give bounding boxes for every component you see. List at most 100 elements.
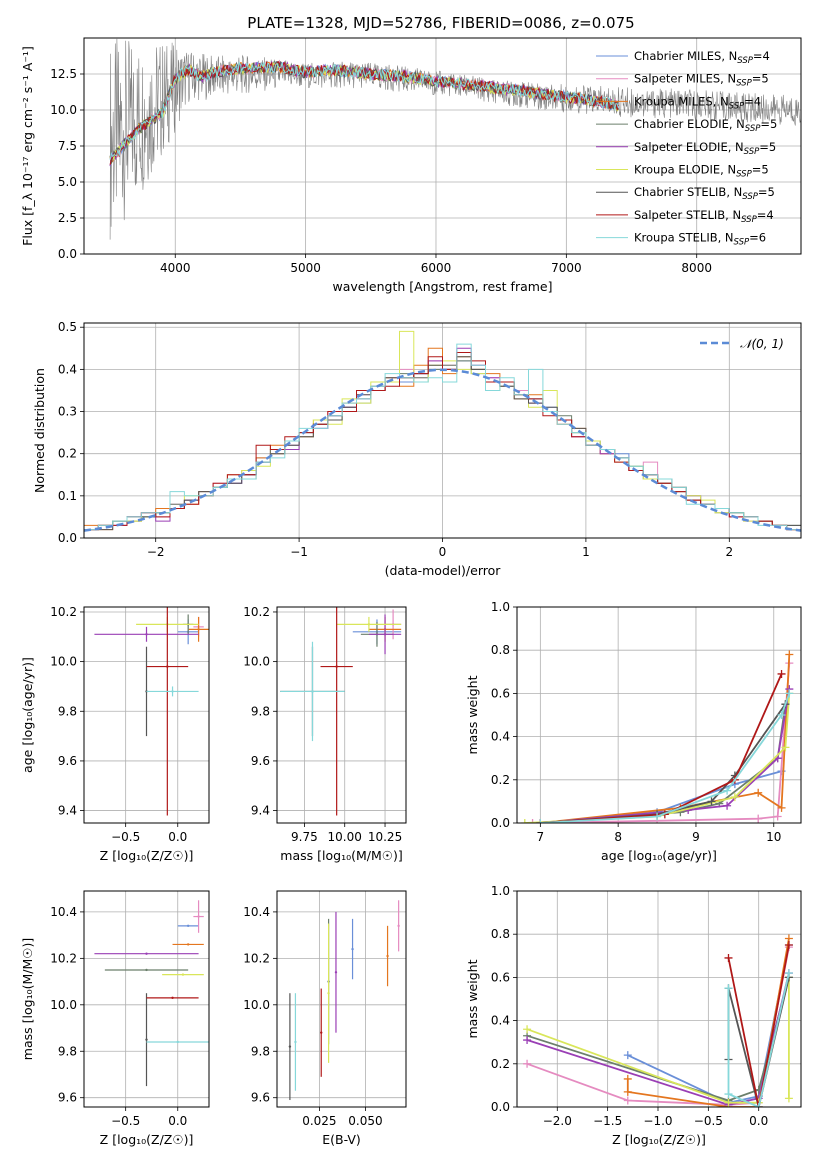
data-point [166,665,169,668]
y-tick-label: 9.8 [58,1044,77,1058]
series-marker [730,793,739,802]
y-tick-label: 10.0 [50,998,77,1012]
point-kroupa_miles [386,925,389,987]
series-line-salpeter_stelib [727,944,790,1107]
axes-frame [83,890,210,1108]
legend-entry: Salpeter ELODIE, NSSP=5 [634,140,776,157]
x-tick-label: 0.0 [749,1114,768,1128]
series-marker [623,1087,632,1096]
series-line-chabrier_stelib [540,703,787,823]
y-tick-label: 10.2 [50,605,77,619]
series-marker [724,984,733,993]
plot-area [94,900,209,1087]
series-line-chabrier_elodie [540,704,787,823]
y-tick-label: 9.6 [251,754,270,768]
x-axis-label: mass [log₁₀(M/M☉)] [280,848,402,863]
point-salpeter_elodie [94,626,199,642]
x-tick-label: 6000 [421,261,452,275]
x-tick-label: 10 [766,830,781,844]
y-tick-label: 0.3 [58,405,77,419]
data-point [197,628,200,631]
data-point [311,690,314,693]
data-point [171,690,174,693]
x-tick-label: −0.5 [694,1114,723,1128]
x-tick-label: 8000 [681,261,712,275]
panel-mass_vs_Z: −0.5 0.0 9.6 9.8 10.0 10.2 10.4 Z [log₁₀(Z/Z☉)]… [20,890,210,1147]
series-marker [523,1059,532,1068]
y-tick-label: 0.0 [58,247,77,261]
x-tick-label: 7000 [551,261,582,275]
panel-mass_vs_ebv: 0.025 0.050 9.6 9.8 10.0 10.2 10.4 E(B-V) [243,890,407,1147]
point-chabrier_stelib [145,993,148,1087]
y-tick-label: 5.0 [58,175,77,189]
series-marker [623,1074,632,1083]
x-tick-label: 7 [537,830,545,844]
axes-frame [516,890,802,1108]
y-axis-label: mass weight [465,959,480,1038]
x-tick-label: −1 [290,545,308,559]
y-tick-label: 0.6 [491,970,510,984]
axes-frame [516,606,802,824]
x-tick-label: −1.5 [593,1114,622,1128]
data-point [186,943,190,946]
y-tick-label: 0.0 [58,531,77,545]
data-point [367,623,371,626]
y-tick-label: 0.2 [491,1057,510,1071]
y-tick-label: 10.4 [243,905,270,919]
x-axis-label: age [log₁₀(age/yr)] [601,848,717,863]
gridlines [277,607,406,823]
series-line-kroupa_stelib [727,972,790,1107]
x-tick-label: 10.00 [328,830,362,844]
legend-entry: Kroupa STELIB, NSSP=6 [634,231,766,248]
series-marker [623,1051,632,1060]
point-kroupa_elodie [336,616,402,632]
y-tick-label: 10.0 [50,655,77,669]
series-marker [785,650,794,659]
series-line-salpeter_stelib [540,673,783,823]
x-tick-label: 1 [582,545,590,559]
point-kroupa_stelib [146,686,199,697]
data-point [197,915,200,918]
legend-entry: Salpeter STELIB, NSSP=4 [634,208,774,225]
data-point [186,924,190,928]
x-axis-label: Z [log₁₀(Z/Z☉)] [612,1132,706,1147]
model-spectrum-chabrier_stelib [109,60,619,164]
point-salpeter_stelib [320,988,323,1077]
series-marker [528,819,537,823]
data-point [386,954,389,958]
series-line-kroupa_stelib [540,693,791,823]
plot-area [288,900,400,1101]
series-marker [623,1096,632,1105]
series-marker [777,711,786,719]
x-tick-label: 9.75 [291,830,318,844]
legend-entry: Chabrier ELODIE, NSSP=5 [634,117,777,134]
y-tick-label: 0.8 [491,927,510,941]
data-point [320,1031,323,1034]
axes-frame [83,606,210,824]
x-tick-label: 0.025 [302,1114,336,1128]
series-marker [723,801,732,810]
series-marker [754,788,763,797]
series-line-salpeter_elodie [526,972,790,1106]
data-point [383,633,387,636]
y-tick-label: 10.2 [243,951,270,965]
y-tick-label: 9.4 [251,804,270,818]
axes-frame [276,606,407,824]
series-marker [754,1103,763,1107]
y-tick-label: 10.2 [243,605,270,619]
data-spectrum-line [109,38,801,240]
data-point [181,973,185,976]
point-salpeter_miles [397,900,400,952]
series-marker [523,1025,532,1034]
plot-area [109,38,801,240]
x-tick-label: 0 [439,545,447,559]
x-axis-label: (data-model)/error [385,563,502,578]
series-marker [784,941,793,949]
y-tick-label: 9.6 [58,1091,77,1105]
data-point [145,952,148,955]
x-tick-label: 8 [614,830,622,844]
panel-mass_weight_vs_Z: −2.0 −1.5 −1.0 −0.5 0.0 0.0 0.2 0.4 0.6 0.8 1.0 Z [… [465,884,802,1147]
y-tick-label: 1.0 [491,884,510,898]
y-axis-label: Normed distribution [32,368,47,493]
